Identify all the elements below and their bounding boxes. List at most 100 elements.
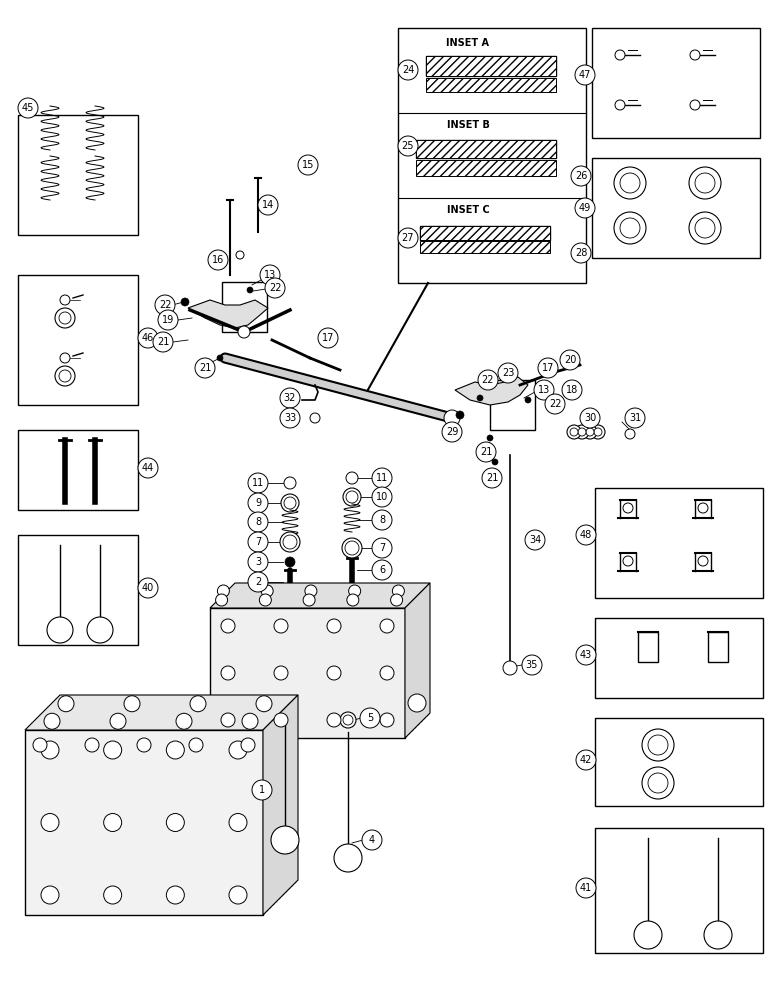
Text: 22: 22 xyxy=(549,399,561,409)
Circle shape xyxy=(41,741,59,759)
Polygon shape xyxy=(25,695,298,730)
Circle shape xyxy=(689,167,721,199)
Bar xyxy=(416,160,556,176)
Text: 45: 45 xyxy=(22,103,34,113)
Bar xyxy=(426,56,556,76)
Text: INSET C: INSET C xyxy=(447,205,489,215)
Circle shape xyxy=(221,666,235,680)
Circle shape xyxy=(444,410,460,426)
Circle shape xyxy=(281,494,299,512)
Text: 30: 30 xyxy=(584,413,596,423)
Text: INSET B: INSET B xyxy=(446,120,489,130)
Text: 47: 47 xyxy=(579,70,591,80)
Circle shape xyxy=(247,287,253,293)
Text: 42: 42 xyxy=(580,755,592,765)
Circle shape xyxy=(571,243,591,263)
Bar xyxy=(416,140,556,158)
Circle shape xyxy=(18,98,38,118)
Circle shape xyxy=(238,326,250,338)
Bar xyxy=(18,275,138,405)
Circle shape xyxy=(55,366,75,386)
Circle shape xyxy=(176,713,192,729)
Circle shape xyxy=(591,425,605,439)
Bar xyxy=(18,115,138,235)
Circle shape xyxy=(634,921,662,949)
Circle shape xyxy=(138,578,158,598)
Bar xyxy=(443,62,538,72)
Circle shape xyxy=(615,100,625,110)
Circle shape xyxy=(59,370,71,382)
Text: 33: 33 xyxy=(284,413,296,423)
Circle shape xyxy=(274,713,288,727)
Circle shape xyxy=(285,557,295,567)
Circle shape xyxy=(648,773,668,793)
Text: 18: 18 xyxy=(566,385,578,395)
Text: 13: 13 xyxy=(538,385,550,395)
Bar xyxy=(490,380,535,430)
Text: 21: 21 xyxy=(199,363,212,373)
Circle shape xyxy=(303,594,315,606)
Circle shape xyxy=(229,886,247,904)
Circle shape xyxy=(648,735,668,755)
Circle shape xyxy=(208,250,228,270)
Text: 1: 1 xyxy=(259,785,265,795)
Circle shape xyxy=(567,425,581,439)
Text: 8: 8 xyxy=(255,517,261,527)
Circle shape xyxy=(248,493,268,513)
Text: 24: 24 xyxy=(401,65,415,75)
Circle shape xyxy=(261,585,273,597)
Circle shape xyxy=(576,525,596,545)
Circle shape xyxy=(158,310,178,330)
Circle shape xyxy=(391,594,403,606)
Text: 2: 2 xyxy=(255,577,261,587)
Circle shape xyxy=(155,295,175,315)
Text: 7: 7 xyxy=(255,537,261,547)
Circle shape xyxy=(343,715,353,725)
Circle shape xyxy=(241,738,255,752)
Circle shape xyxy=(217,355,223,361)
Circle shape xyxy=(690,100,700,110)
Circle shape xyxy=(284,477,296,489)
Circle shape xyxy=(576,645,596,665)
Circle shape xyxy=(620,218,640,238)
Text: 21: 21 xyxy=(480,447,493,457)
Circle shape xyxy=(221,713,235,727)
Text: 21: 21 xyxy=(157,337,169,347)
Text: 22: 22 xyxy=(159,300,171,310)
Text: 34: 34 xyxy=(529,535,541,545)
Polygon shape xyxy=(210,583,430,608)
Bar xyxy=(708,632,728,662)
Circle shape xyxy=(138,458,158,478)
Circle shape xyxy=(190,696,206,712)
Circle shape xyxy=(575,425,589,439)
Bar xyxy=(25,730,263,915)
Text: 21: 21 xyxy=(486,473,498,483)
Circle shape xyxy=(380,619,394,633)
Circle shape xyxy=(166,886,185,904)
Text: 7: 7 xyxy=(379,543,385,553)
Text: 8: 8 xyxy=(379,515,385,525)
Text: 41: 41 xyxy=(580,883,592,893)
Circle shape xyxy=(55,308,75,328)
Bar xyxy=(592,158,760,258)
Bar xyxy=(416,140,556,158)
Circle shape xyxy=(342,538,362,558)
Circle shape xyxy=(218,585,229,597)
Circle shape xyxy=(625,429,635,439)
Bar xyxy=(398,28,586,283)
Circle shape xyxy=(47,617,73,643)
Circle shape xyxy=(408,694,426,712)
Circle shape xyxy=(642,767,674,799)
Bar xyxy=(592,28,760,138)
Circle shape xyxy=(248,572,268,592)
Circle shape xyxy=(153,332,173,352)
Text: 46: 46 xyxy=(142,333,154,343)
Text: 4: 4 xyxy=(369,835,375,845)
Bar xyxy=(420,241,550,253)
Bar xyxy=(433,231,533,239)
Text: 48: 48 xyxy=(580,530,592,540)
Bar xyxy=(420,226,550,240)
Circle shape xyxy=(487,435,493,441)
Circle shape xyxy=(562,380,582,400)
Circle shape xyxy=(259,594,271,606)
